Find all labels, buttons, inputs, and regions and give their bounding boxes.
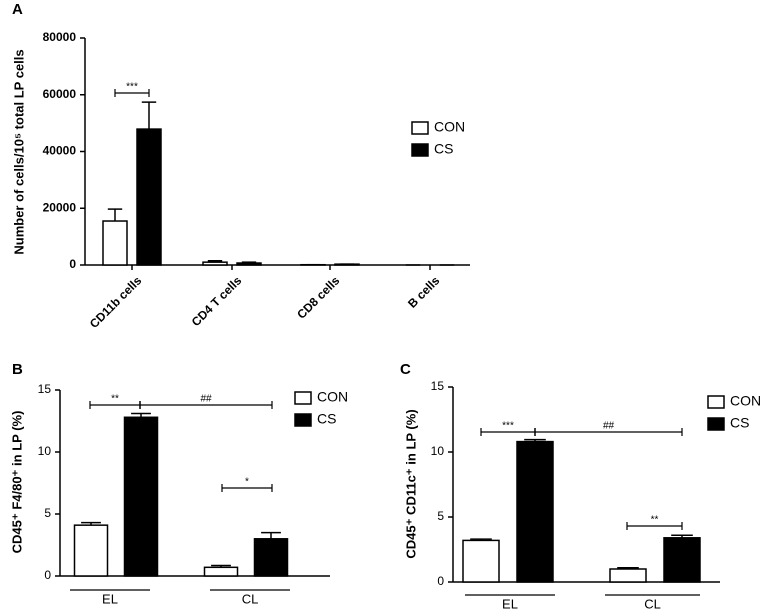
x-tick-label: CD11b cells [87,273,145,331]
bar [236,262,262,266]
bar [516,440,554,583]
x-tick-label: CD4 T cells [189,273,245,329]
bar [462,539,500,583]
x-tick-label: EL [102,591,118,606]
legend-swatch [294,391,312,405]
x-tick-label: CL [242,591,259,606]
y-tick-label: 10 [431,444,445,458]
legend-label: CON [317,389,348,405]
y-tick-label: 10 [38,444,52,458]
bar [609,568,647,583]
y-tick-label: 0 [44,568,51,582]
significance: ** [651,515,659,526]
legend-label: CS [434,141,453,157]
y-tick-label: 15 [431,379,445,393]
bar [102,220,128,266]
y-tick-label: 40000 [43,144,77,158]
legend-label: CON [434,119,465,135]
legend-swatch [411,121,429,135]
bar [202,261,228,266]
panel-label: A [12,1,23,18]
x-tick-label: CL [644,596,661,611]
y-tick-label: 0 [437,574,444,588]
y-tick-label: 0 [69,257,76,271]
y-tick-label: 80000 [43,30,77,44]
bar [203,566,239,577]
x-tick-label: EL [502,596,518,611]
y-axis-label: Number of cells/10⁵ total LP cells [11,49,26,254]
x-tick-label: B cells [405,273,442,310]
bar [663,537,701,583]
y-tick-label: 20000 [43,200,77,214]
x-tick-label: CD8 cells [294,273,342,321]
legend-swatch [294,413,312,427]
panel-label: C [400,361,411,378]
significance: ** [111,394,119,405]
bar [136,128,162,266]
bar [253,538,289,577]
bar [334,263,360,266]
legend-label: CS [730,415,749,431]
y-tick-label: 60000 [43,87,77,101]
bar [123,416,159,577]
bar [73,524,109,577]
y-axis-label: CD45⁺ CD11c⁺ in LP (%) [403,409,418,558]
y-tick-label: 5 [44,506,51,520]
significance: *** [126,82,138,93]
legend-label: CON [730,393,761,409]
y-tick-label: 5 [437,509,444,523]
y-axis-label: CD45⁺ F4/80⁺ in LP (%) [9,411,24,554]
significance: ## [603,421,615,432]
legend-label: CS [317,411,336,427]
panel-label: B [12,361,23,378]
significance: * [245,477,249,488]
y-tick-label: 15 [38,382,52,396]
legend-swatch [707,395,725,409]
significance: ## [200,394,212,405]
legend-swatch [707,417,725,431]
significance: *** [502,421,514,432]
legend-swatch [411,143,429,157]
